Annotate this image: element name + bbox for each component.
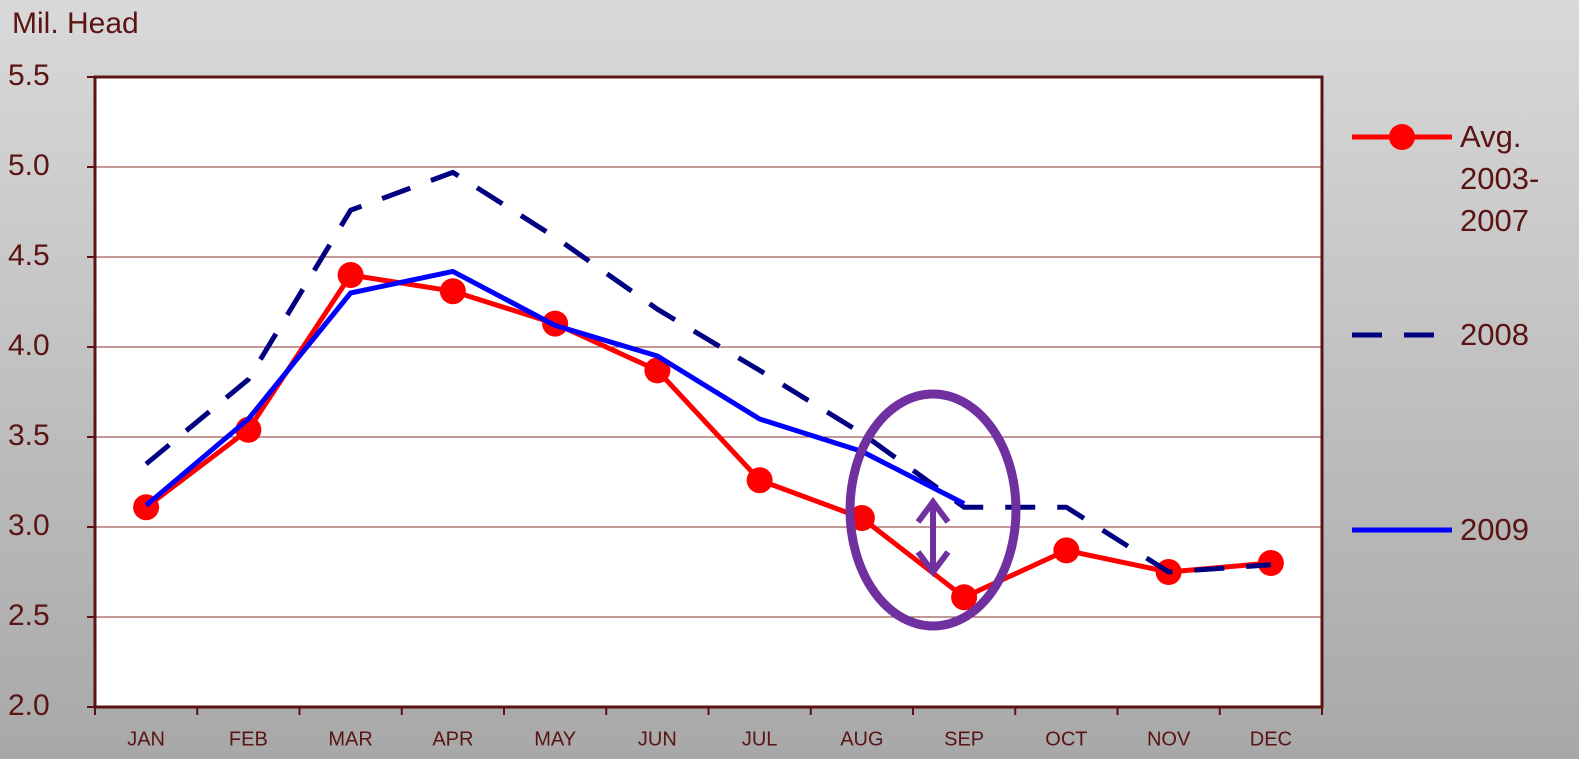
y-tick-label: 5.5: [8, 59, 50, 92]
x-tick-label: NOV: [1147, 728, 1191, 750]
series-line: [144, 169, 1272, 575]
series-line: [144, 268, 966, 508]
x-tick-label: MAR: [328, 728, 372, 750]
series-group: [133, 169, 1284, 611]
y-tick-label: 3.5: [8, 419, 50, 452]
x-tick-label: AUG: [840, 728, 883, 750]
y-tick-label: 3.0: [8, 509, 50, 542]
legend-label: Avg. 2003-2007: [1460, 119, 1540, 238]
data-point: [848, 505, 875, 531]
data-point: [1257, 550, 1284, 576]
x-tick-label: JAN: [127, 728, 165, 750]
y-tick-label: 2.5: [8, 599, 50, 632]
x-tick-label: APR: [432, 728, 473, 750]
y-axis-label: Mil. Head: [12, 7, 139, 40]
plot-area: [95, 77, 1322, 707]
legend-marker: [1389, 124, 1415, 150]
legend-label: 2009: [1460, 512, 1529, 547]
y-tick-label: 4.0: [8, 329, 50, 362]
x-tick-label: MAY: [534, 728, 576, 750]
x-tick-label: JUL: [742, 728, 778, 750]
x-tick-label: SEP: [944, 728, 984, 750]
double-arrow: [915, 497, 951, 577]
data-point: [1053, 537, 1080, 564]
data-point: [439, 278, 466, 305]
y-tick-label: 5.0: [8, 149, 50, 182]
highlight-ellipse: [845, 389, 1021, 631]
x-tick-label: DEC: [1250, 728, 1292, 750]
data-point: [337, 262, 364, 288]
x-tick-label: JUN: [638, 728, 677, 750]
series-line: [144, 272, 1272, 600]
data-point: [644, 357, 671, 384]
legend-label: 2008: [1460, 317, 1529, 352]
grid: [95, 76, 1322, 708]
x-tick-label: FEB: [229, 728, 268, 750]
x-tick-label: OCT: [1045, 728, 1087, 750]
data-point: [746, 467, 773, 494]
data-point: [951, 584, 978, 611]
y-tick-label: 2.0: [8, 689, 50, 722]
y-tick-label: 4.5: [8, 239, 50, 272]
